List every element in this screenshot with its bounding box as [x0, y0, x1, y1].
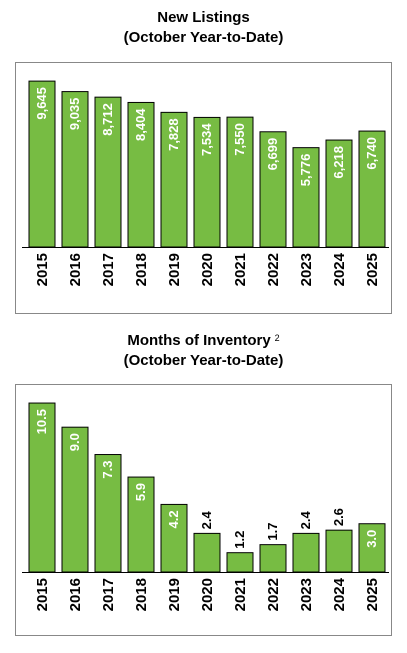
chart-1-value-label-2020: 7,534	[199, 123, 214, 156]
chart-1-value-label-2019: 7,828	[166, 118, 181, 151]
chart-1-value-label-2025: 6,740	[364, 137, 379, 170]
chart-1-tick-label-2015: 2015	[34, 253, 51, 286]
chart-2-tick-label-2016: 2016	[67, 578, 84, 611]
chart-1-tick-label-2025: 2025	[364, 253, 381, 286]
chart-1-value-label-2018: 8,404	[133, 108, 148, 141]
chart-1-tick-label-2021: 2021	[232, 253, 249, 286]
chart-1-tick-label-2018: 2018	[133, 253, 150, 286]
chart-1-bar-2020	[193, 116, 221, 248]
chart-1-tick-label-2023: 2023	[298, 253, 315, 286]
chart-1-tick-label-2016: 2016	[67, 253, 84, 286]
chart-2-tick-label-2015: 2015	[34, 578, 51, 611]
chart-2-value-label-2024: 2.6	[331, 508, 346, 526]
chart-2-frame: 10.5 2015 9.0 2016 7.3 2017 5.9 2018 4.2 2019 2.4 2…	[15, 384, 392, 636]
chart-1-svg: 9,645 2015 9,035 2016 8,712 2017 8,404 2018 7,82…	[22, 80, 389, 286]
chart-2-tick-label-2023: 2023	[298, 578, 315, 611]
chart-2-tick-label-2017: 2017	[100, 578, 117, 611]
chart-1-bar-2024	[325, 139, 353, 248]
chart-2-title-line1: Months of Inventory 2	[0, 331, 407, 351]
chart-2-value-label-2015: 10.5	[34, 409, 49, 434]
chart-1-tick-label-2022: 2022	[265, 253, 282, 286]
chart-1-value-label-2024: 6,218	[331, 146, 346, 179]
chart-2-tick-label-2021: 2021	[232, 578, 249, 611]
chart-2-svg: 10.5 2015 9.0 2016 7.3 2017 5.9 2018 4.2 2019 2.4 2…	[22, 402, 389, 611]
chart-1-bar-2022	[259, 131, 287, 248]
chart-2-value-label-2022: 1.7	[265, 523, 280, 541]
chart-1-title: New Listings (October Year-to-Date)	[0, 8, 407, 48]
chart-1-frame: 9,645 2015 9,035 2016 8,712 2017 8,404 2018 7,82…	[15, 62, 392, 314]
chart-1-title-line2: (October Year-to-Date)	[123, 29, 284, 46]
chart-2-value-label-2016: 9.0	[67, 433, 82, 451]
chart-2-title-text: Months of Inventory	[127, 332, 271, 349]
chart-2-value-label-2017: 7.3	[100, 461, 115, 479]
chart-2-bar-2018	[127, 476, 155, 573]
chart-1-bar-2015	[28, 80, 56, 248]
chart-2-tick-label-2022: 2022	[265, 578, 282, 611]
chart-2-bar-2016	[61, 426, 89, 573]
chart-1-bar-2018	[127, 101, 155, 248]
chart-1-value-label-2021: 7,550	[232, 123, 247, 156]
chart-2-bar-2017	[94, 454, 122, 573]
chart-2-value-label-2018: 5.9	[133, 483, 148, 501]
chart-2-title-line2: (October Year-to-Date)	[123, 352, 284, 369]
chart-1-value-label-2022: 6,699	[265, 138, 280, 171]
chart-2-value-label-2020: 2.4	[199, 511, 214, 530]
chart-2-tick-label-2025: 2025	[364, 578, 381, 611]
chart-2-bar-2022	[259, 544, 287, 573]
chart-2-bar-2021	[226, 552, 254, 573]
chart-2-bar-2024	[325, 529, 353, 573]
chart-2-tick-label-2018: 2018	[133, 578, 150, 611]
chart-2-value-label-2025: 3.0	[364, 530, 379, 548]
chart-2-value-label-2021: 1.2	[232, 531, 247, 549]
chart-1-tick-label-2019: 2019	[166, 253, 183, 286]
chart-2-bar-2015	[28, 402, 56, 573]
chart-1-value-label-2015: 9,645	[34, 87, 49, 120]
chart-2-tick-label-2024: 2024	[331, 577, 348, 611]
chart-2-bar-2020	[193, 532, 221, 573]
chart-2-tick-label-2020: 2020	[199, 578, 216, 611]
chart-2-tick-label-2019: 2019	[166, 578, 183, 611]
chart-2-title: Months of Inventory 2 (October Year-to-Da…	[0, 331, 407, 371]
chart-1-tick-label-2017: 2017	[100, 253, 117, 286]
chart-1-value-label-2016: 9,035	[67, 98, 82, 131]
chart-2-value-label-2019: 4.2	[166, 510, 181, 528]
chart-1-title-line1: New Listings	[157, 9, 250, 26]
chart-1-bar-2025	[358, 130, 386, 248]
chart-1-value-label-2017: 8,712	[100, 103, 115, 136]
chart-1-value-label-2023: 5,776	[298, 154, 313, 187]
chart-2-bar-2023	[292, 532, 320, 573]
chart-1-tick-label-2020: 2020	[199, 253, 216, 286]
chart-2-value-label-2023: 2.4	[298, 511, 313, 530]
chart-2-footnote-marker: 2	[274, 333, 280, 343]
chart-1-bar-2016	[61, 91, 89, 248]
chart-1-tick-label-2024: 2024	[331, 252, 348, 286]
